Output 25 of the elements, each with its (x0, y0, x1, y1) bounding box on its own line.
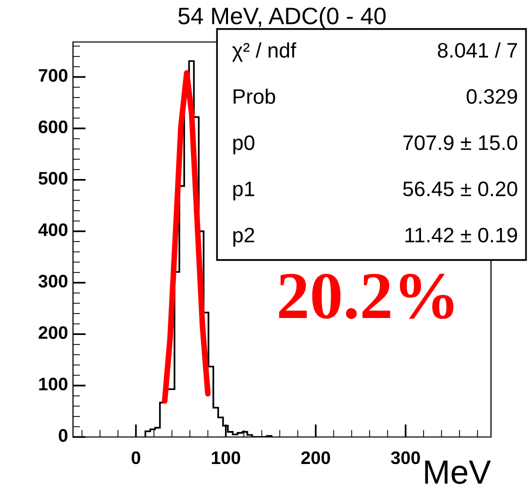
y-tick-label: 600 (38, 120, 68, 134)
y-tick-label: 300 (38, 274, 68, 288)
y-tick-label: 0 (58, 429, 68, 442)
x-tick-label: 0 (132, 451, 140, 464)
annotation: 8.041 / 7 (438, 42, 517, 58)
x-tick-label: 100 (212, 451, 240, 464)
annotation: Prob (234, 88, 276, 104)
y-tick-label: 400 (38, 223, 68, 236)
x-tick-label: 300 (390, 451, 420, 464)
annotation: p2 (233, 228, 254, 247)
annotation: 11.42 ± 0.19 (405, 228, 518, 242)
y-tick-label: 100 (39, 378, 68, 390)
x-axis-title: MeV (425, 460, 491, 484)
y-tick-label: 500 (38, 172, 68, 185)
annotation: p1 (233, 182, 254, 200)
annotation: 20.2% (279, 274, 454, 319)
annotation: 707.9 ± 15.0 (403, 135, 518, 150)
annotation: 56.45 ± 0.20 (403, 182, 518, 196)
y-tick-label: 200 (38, 326, 68, 339)
chart-title: 54 MeV, ADC(0 - 40 (178, 6, 386, 29)
y-tick-label: 700 (38, 69, 68, 82)
x-tick-label: 200 (301, 451, 330, 464)
annotation: χ² / ndf (232, 42, 296, 62)
annotation: 0.329 (466, 89, 518, 104)
annotation: p0 (233, 135, 254, 154)
